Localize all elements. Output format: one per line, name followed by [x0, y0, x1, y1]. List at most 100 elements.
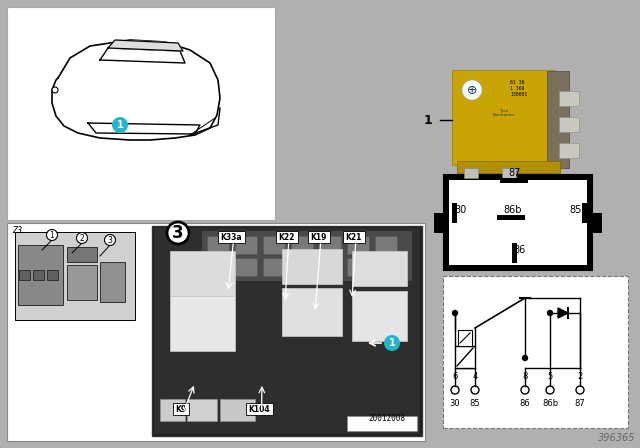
Circle shape	[451, 386, 459, 394]
Bar	[547, 71, 569, 168]
Circle shape	[547, 310, 552, 315]
Bar	[375, 236, 397, 254]
Text: 2: 2	[79, 233, 84, 242]
Text: 8: 8	[522, 372, 528, 381]
Polygon shape	[558, 308, 568, 318]
Bar	[452, 203, 457, 223]
Bar	[173, 403, 189, 415]
Bar	[502, 168, 516, 178]
Bar	[559, 143, 579, 158]
Text: 2: 2	[577, 372, 582, 381]
Text: 396365: 396365	[598, 433, 635, 443]
Bar	[47, 270, 58, 280]
Text: 6: 6	[452, 372, 458, 381]
Bar	[33, 270, 44, 280]
Bar	[347, 416, 417, 431]
Bar	[207, 258, 229, 276]
Bar	[100, 262, 125, 302]
Bar	[464, 168, 478, 178]
Bar	[7, 7, 275, 220]
Circle shape	[47, 229, 58, 241]
Bar	[18, 245, 63, 305]
Text: K22: K22	[278, 233, 294, 241]
Bar	[282, 288, 342, 336]
Text: Z3: Z3	[12, 226, 22, 235]
Text: K21: K21	[345, 233, 362, 241]
Bar	[455, 346, 475, 368]
Text: 86b: 86b	[504, 205, 522, 215]
Bar	[263, 258, 285, 276]
Bar	[220, 399, 255, 421]
Bar	[170, 251, 235, 296]
Bar	[170, 296, 235, 351]
Circle shape	[167, 222, 189, 244]
Bar	[343, 231, 365, 243]
Text: 85: 85	[470, 399, 480, 408]
Bar	[319, 258, 341, 276]
Circle shape	[452, 310, 458, 315]
Text: 1: 1	[423, 113, 432, 126]
Bar	[319, 236, 341, 254]
Text: 5: 5	[547, 372, 552, 381]
Bar	[347, 236, 369, 254]
Circle shape	[576, 386, 584, 394]
Bar	[291, 236, 313, 254]
Text: 1: 1	[116, 120, 124, 130]
Circle shape	[462, 80, 482, 100]
Bar	[154, 228, 420, 434]
Bar	[444, 175, 592, 270]
Bar	[19, 270, 30, 280]
Circle shape	[104, 234, 115, 246]
Bar	[559, 91, 579, 106]
Bar	[246, 403, 273, 415]
Bar	[443, 276, 628, 428]
Circle shape	[521, 386, 529, 394]
Bar	[592, 213, 602, 233]
Bar	[67, 247, 97, 262]
Bar	[7, 223, 425, 441]
Text: 30: 30	[450, 399, 460, 408]
Bar	[282, 249, 342, 284]
Bar	[207, 236, 229, 254]
Bar	[582, 203, 587, 223]
Bar	[500, 178, 528, 183]
Bar	[457, 161, 560, 173]
Bar	[497, 215, 525, 220]
Circle shape	[77, 233, 88, 244]
Polygon shape	[108, 40, 183, 51]
Text: K19: K19	[310, 233, 326, 241]
Text: Tyco
Electronics: Tyco Electronics	[493, 109, 515, 117]
Bar	[218, 231, 245, 243]
Circle shape	[112, 117, 128, 133]
Text: 3: 3	[108, 236, 113, 245]
Bar	[263, 236, 285, 254]
Bar	[449, 180, 587, 265]
Text: 86: 86	[520, 399, 531, 408]
Bar	[452, 70, 555, 165]
Bar	[160, 399, 185, 421]
Bar	[235, 236, 257, 254]
Circle shape	[471, 386, 479, 394]
Bar	[202, 231, 412, 281]
Bar	[235, 258, 257, 276]
Circle shape	[546, 386, 554, 394]
Circle shape	[52, 87, 58, 93]
Text: 30: 30	[454, 205, 466, 215]
Text: 1: 1	[50, 231, 54, 240]
Text: 1: 1	[388, 338, 396, 348]
Bar	[187, 399, 217, 421]
Text: 3: 3	[172, 224, 184, 242]
Bar	[352, 251, 407, 286]
Bar	[458, 330, 472, 346]
Polygon shape	[52, 40, 220, 140]
Bar	[67, 265, 97, 300]
Text: K33a: K33a	[220, 233, 242, 241]
Text: 20012008: 20012008	[368, 414, 405, 423]
Text: K9: K9	[175, 405, 186, 414]
Text: 86: 86	[514, 245, 526, 255]
Bar	[434, 213, 448, 233]
Bar	[152, 226, 422, 436]
Text: 87: 87	[509, 168, 521, 178]
Text: ⊕: ⊕	[467, 83, 477, 96]
Text: 86b: 86b	[542, 399, 558, 408]
